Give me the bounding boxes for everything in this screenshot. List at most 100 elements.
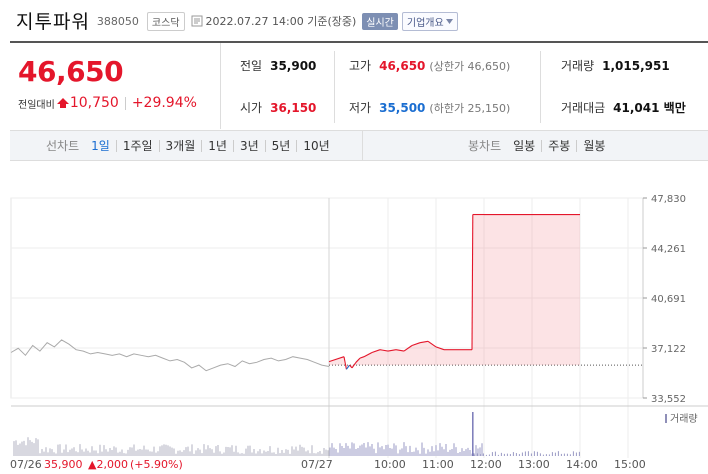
footer-date: 07/26 [10,458,42,471]
x-tick-label: 11:00 [422,458,454,471]
stat-label: 전일 [240,59,263,73]
tab-1d[interactable]: 1일 [91,139,110,153]
header-divider [10,41,708,43]
today-line-segment [379,349,389,352]
tab-1y[interactable]: 1년 [208,139,227,153]
x-tick-label: 12:00 [470,458,502,471]
stat-low: 저가 35,500 (하한가 25,150) [349,99,510,116]
x-tick-label: 10:00 [374,458,406,471]
change-percent: +29.94% [131,95,197,111]
tab-separator [158,139,160,152]
prev-day-series [10,339,330,372]
today-line-segment [328,356,345,363]
tab-bar-divider [362,131,363,160]
tab-daily[interactable]: 일봉 [513,139,536,153]
today-series [328,213,580,370]
today-line-segment [403,345,413,352]
stat-sub: (상한가 46,650) [429,59,511,73]
stat-value: 41,041 백만 [613,101,686,115]
change-label: 전일대비 [18,99,55,111]
y-tick-label: 40,691 [651,294,686,305]
today-line-segment [359,356,365,359]
stats-divider [540,51,541,123]
y-axis: 47,830 44,261 40,691 37,122 33,552 [642,194,686,405]
tab-separator [201,139,203,152]
today-line-segment [427,340,437,348]
x-tick-label: 15:00 [614,458,646,471]
tab-separator [264,139,266,152]
line-chart-tabs: 선차트 1일 1주일 3개월 1년 3년 5년 10년 [46,131,334,160]
y-tick-label: 47,830 [651,194,686,205]
prev-day-footer: 07/26 35,900 ▲2,000 (+5.90%) [10,458,183,471]
today-line-segment [411,342,421,347]
y-tick-label: 33,552 [651,394,686,405]
company-info-button[interactable]: 기업개요 [401,11,458,31]
today-line-segment [371,349,381,354]
tab-separator [115,139,117,152]
footer-close: 35,900 [44,458,83,471]
stat-high: 고가 46,650 (상한가 46,650) [349,57,510,74]
change-separator [124,96,126,110]
tab-weekly[interactable]: 주봉 [548,139,571,153]
tab-3y[interactable]: 3년 [239,139,259,153]
today-line-segment [349,364,353,369]
volume-legend: 거래량 [670,413,698,425]
tab-1w[interactable]: 1주일 [122,139,153,153]
stats-divider [334,51,335,123]
stat-label: 시가 [240,101,263,115]
y-tick-label: 37,122 [651,344,686,355]
chevron-down-icon [445,18,453,24]
y-tick-label: 44,261 [651,244,686,255]
x-tick-label: 07/27 [301,458,333,471]
stock-name: 지투파워 [16,10,90,33]
tab-separator [541,139,543,152]
today-line-segment [363,352,373,358]
today-area-fill [329,214,580,370]
change-value: 10,750 [69,95,119,111]
today-line-segment [351,361,357,369]
prev-day-line [10,339,330,372]
price-chart[interactable]: 47,830 44,261 40,691 37,122 33,552 거래량 07/27… [0,162,708,474]
tab-5y[interactable]: 5년 [271,139,291,153]
today-line-segment [395,349,405,352]
candle-chart-label: 봉차트 [468,139,502,153]
stat-value: 36,150 [270,100,317,115]
tab-3m[interactable]: 3개월 [165,139,196,153]
today-line-segment [355,357,361,363]
footer-change: ▲2,000 [88,458,128,471]
chart-tab-bar: 선차트 1일 1주일 3개월 1년 3년 5년 10년 봉차트 일봉 주봉 월봉 [10,130,708,161]
candle-chart-tabs: 봉차트 일봉 주봉 월봉 [468,131,609,160]
stat-value: 35,500 [379,100,426,115]
line-chart-label: 선차트 [46,139,80,153]
tab-separator [576,139,578,152]
stat-value: 35,900 [270,58,317,73]
stat-label: 고가 [349,59,372,73]
stat-volume: 거래량 1,015,951 [561,57,670,74]
today-line-segment [343,356,347,370]
stat-label: 거래량 [561,59,595,73]
timestamp: 2022.07.27 14:00 기준(장중) [205,15,357,28]
stat-prev-close: 전일 35,900 [240,57,316,74]
stat-amount: 거래대금 41,041 백만 [561,99,686,116]
today-line-segment [471,214,474,350]
clock-icon [191,15,203,27]
tab-separator [296,139,298,152]
price-change-row: 전일대비 10,750 +29.94% [18,95,197,111]
footer-pct: (+5.90%) [130,458,183,471]
stock-header: 지투파워 388050 코스닥 2022.07.27 14:00 기준(장중) … [0,0,708,40]
stat-label: 거래대금 [561,101,606,115]
today-line-segment [419,340,429,344]
x-tick-label: 13:00 [518,458,550,471]
x-axis: 07/27 10:00 11:00 12:00 13:00 14:00 15:00 [301,458,646,471]
today-line-segment [435,346,445,351]
stat-open: 시가 36,150 [240,99,316,116]
today-line-segment [345,364,351,370]
stock-code: 388050 [96,15,139,28]
stat-sub: (하한가 25,150) [429,101,511,115]
tab-separator [232,139,234,152]
price-stats: 전일 35,900 고가 46,650 (상한가 46,650) 거래량 1,0… [222,43,708,129]
tab-monthly[interactable]: 월봉 [583,139,606,153]
x-tick-label: 14:00 [566,458,598,471]
tab-10y[interactable]: 10년 [303,139,330,153]
up-arrow-icon [56,98,69,108]
